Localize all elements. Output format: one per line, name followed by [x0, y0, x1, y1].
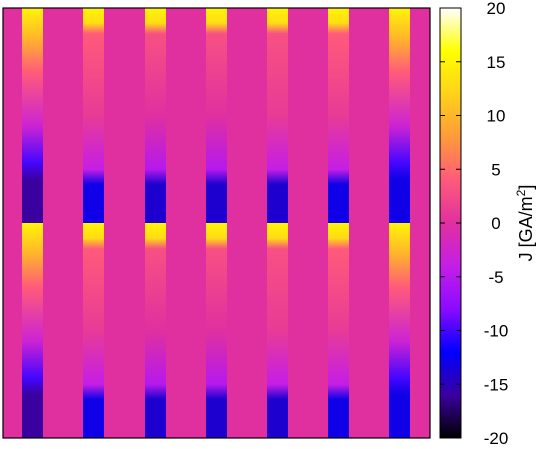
stripe-2-period-1 [83, 8, 104, 223]
stripe-3-period-2 [145, 223, 166, 438]
stripe-5-period-2 [267, 223, 288, 438]
stripes-layer [22, 8, 410, 438]
stripe-1-period-1 [22, 8, 43, 223]
colorbar-label-text: J [GA/m [516, 196, 536, 261]
plot-frame [2, 7, 431, 439]
stripe-4-period-1 [206, 8, 227, 223]
stripe-6-period-2 [328, 223, 349, 438]
stripe-1-period-2 [22, 223, 43, 438]
colorbar-label: J [GA/m2] [514, 185, 536, 262]
stripe-6-period-1 [328, 8, 349, 223]
colorbar-tick-label: -5 [488, 268, 503, 287]
colorbar-tick-label: 0 [491, 214, 500, 233]
colorbar-tick-label: -15 [484, 375, 509, 394]
stripe-5-period-1 [267, 8, 288, 223]
colorbar-tick-label: 5 [491, 160, 500, 179]
plot-area [2, 7, 431, 439]
colorbar-label-superscript: 2 [514, 189, 528, 196]
colorbar-tick-label: 10 [487, 107, 506, 126]
colorbar-ticks: 20 15 10 5 0 -5 -10 -15 -20 [440, 0, 508, 448]
colorbar-tick-label: -20 [484, 429, 509, 448]
stripe-3-period-1 [145, 8, 166, 223]
colorbar-gradient [440, 8, 461, 438]
colorbar-tick-label: 20 [487, 0, 506, 18]
colorbar-label-suffix: ] [516, 185, 536, 190]
colorbar-tick-label: -10 [484, 322, 509, 341]
colorbar-tick-label: 15 [487, 53, 506, 72]
stripe-4-period-2 [206, 223, 227, 438]
stripe-7-period-2 [389, 223, 410, 438]
colorbar: 20 15 10 5 0 -5 -10 -15 -20 J [GA/m2] [439, 0, 536, 448]
stripe-7-period-1 [389, 8, 410, 223]
stripe-2-period-2 [83, 223, 104, 438]
